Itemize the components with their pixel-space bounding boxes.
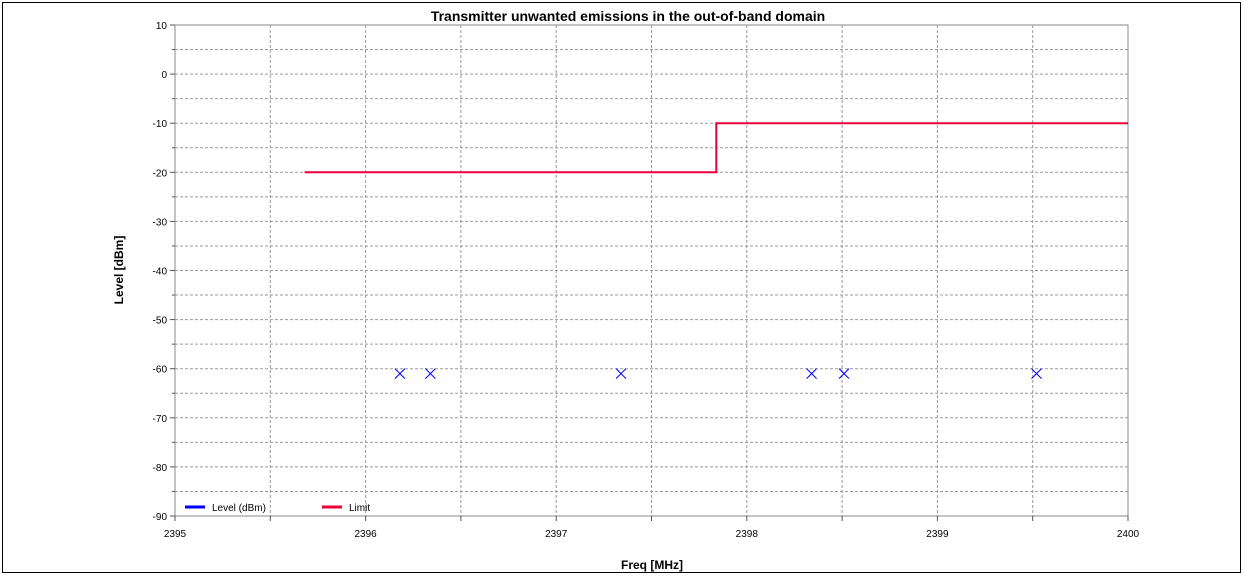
level-marker xyxy=(394,368,406,379)
x-tick-label: 2400 xyxy=(1117,529,1140,540)
legend-label: Limit xyxy=(349,503,370,514)
x-tick-label: 2395 xyxy=(164,529,187,540)
x-tick-label: 2396 xyxy=(354,529,377,540)
level-marker-stroke xyxy=(806,368,817,379)
level-marker xyxy=(615,368,627,379)
x-tick-label: 2397 xyxy=(545,529,568,540)
level-marker xyxy=(1031,368,1042,379)
chart-title: Transmitter unwanted emissions in the ou… xyxy=(431,8,825,24)
x-axis-ticks: 2395 2396 2397 2398 2399 2400 xyxy=(164,516,1140,540)
x-tick-label: 2399 xyxy=(926,529,949,540)
y-tick-label: -60 xyxy=(153,365,168,376)
level-marker xyxy=(838,368,850,379)
y-tick-label: -80 xyxy=(153,463,168,474)
level-marker xyxy=(425,368,436,379)
level-marker-stroke xyxy=(425,368,436,379)
y-tick-label: -90 xyxy=(153,512,168,523)
y-tick-label: -70 xyxy=(153,414,168,425)
legend: Level (dBm) Limit xyxy=(185,503,370,514)
y-tick-label: -10 xyxy=(153,119,168,130)
level-marker-stroke xyxy=(1031,368,1042,379)
series-layer xyxy=(304,122,1128,379)
y-tick-label: -20 xyxy=(153,168,168,179)
level-marker-stroke xyxy=(838,368,850,379)
y-axis-ticks: 10 0 -10 -20 -30 -40 -50 -60 -70 -80 -90 xyxy=(153,21,175,523)
y-tick-label: 10 xyxy=(156,21,168,32)
y-axis-label: Level [dBm] xyxy=(112,236,126,305)
x-axis-label: Freq [MHz] xyxy=(621,558,683,572)
grid-lines xyxy=(175,25,1128,516)
y-tick-label: 0 xyxy=(161,70,167,81)
y-tick-label: -30 xyxy=(153,217,168,228)
level-marker-stroke xyxy=(615,368,627,379)
limit-line xyxy=(304,122,1128,174)
y-tick-label: -50 xyxy=(153,316,168,327)
level-marker-stroke xyxy=(394,368,406,379)
x-tick-label: 2398 xyxy=(736,529,759,540)
level-marker xyxy=(806,368,817,379)
y-tick-label: -40 xyxy=(153,267,168,278)
legend-label: Level (dBm) xyxy=(212,503,266,514)
